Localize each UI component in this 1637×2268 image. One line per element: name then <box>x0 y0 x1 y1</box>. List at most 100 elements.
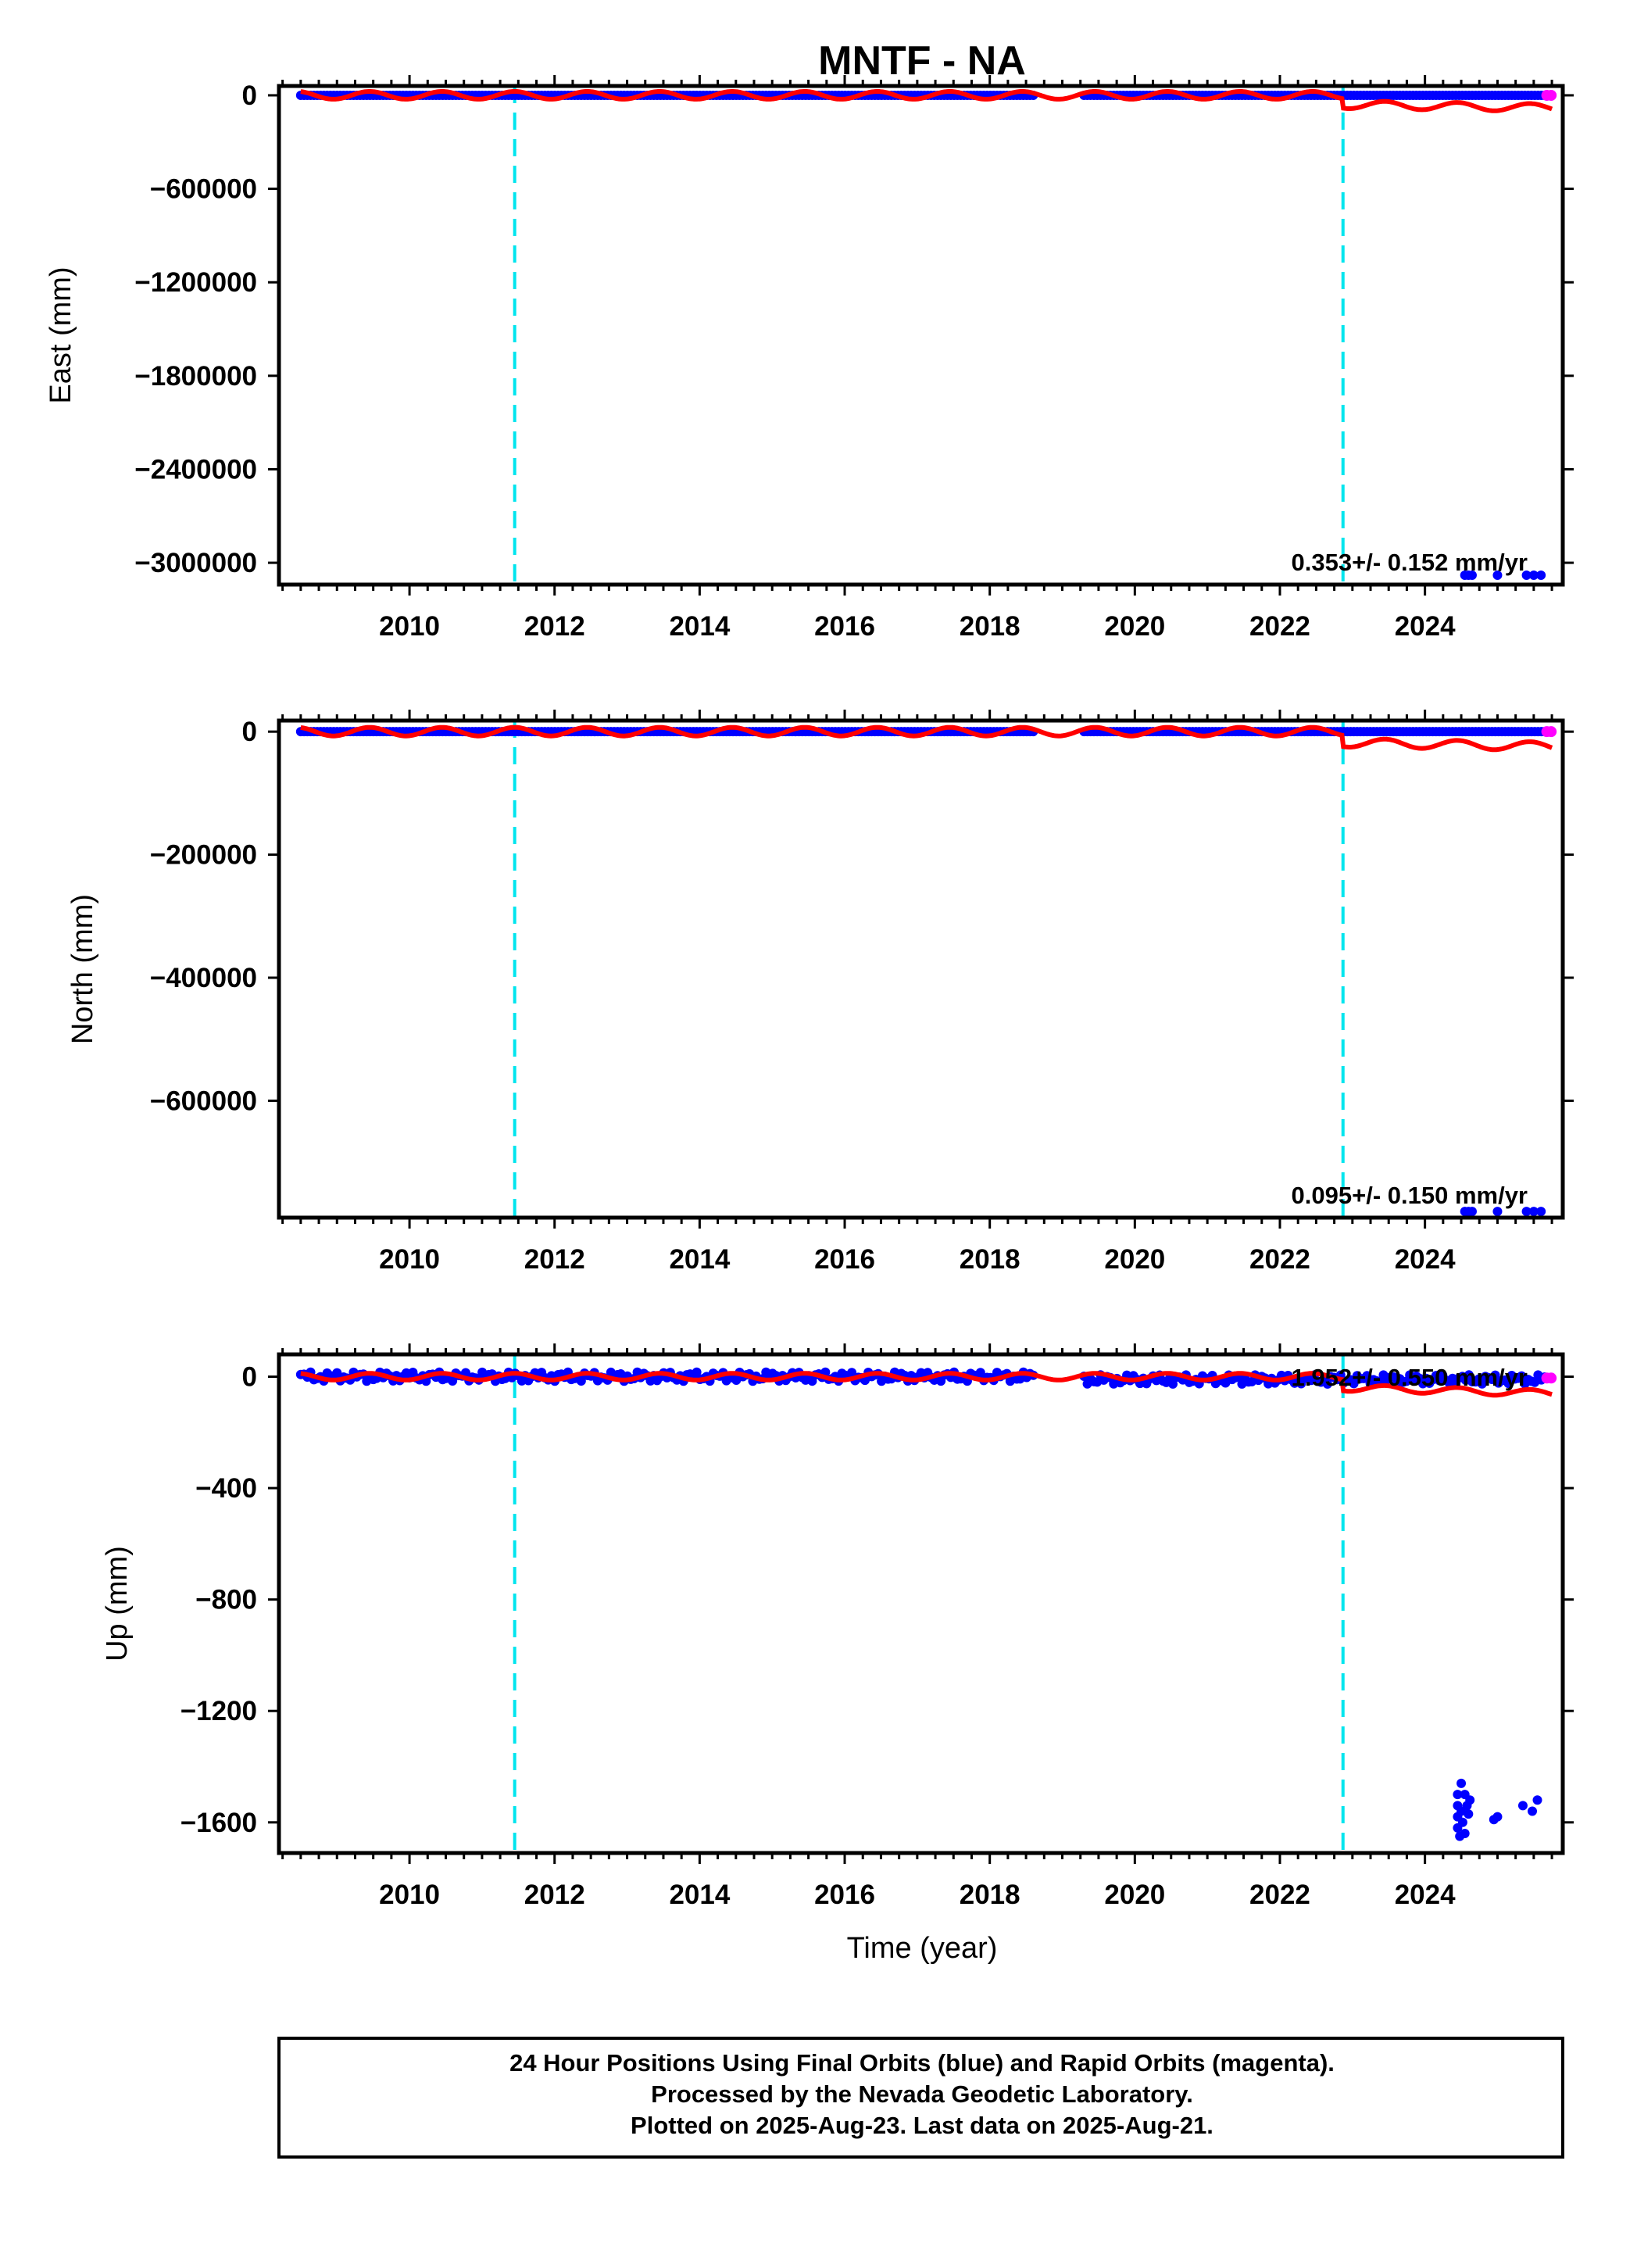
final-orbit-series <box>295 727 1549 1217</box>
velocity-rate-label: 0.095+/- 0.150 mm/yr <box>1292 1182 1528 1209</box>
velocity-rate-label: 0.353+/- 0.152 mm/yr <box>1292 549 1528 576</box>
y-tick-label: −1200000 <box>134 267 257 298</box>
x-tick-label: 2016 <box>814 1880 875 1910</box>
panels: 2010 2012 2014 2016 2018 2020 2022 2024 0 −600000… <box>45 75 1574 1910</box>
footer-line-2: Processed by the Nevada Geodetic Laborat… <box>651 2080 1193 2108</box>
x-tick-label: 2010 <box>379 1880 440 1910</box>
final-orbit-outlier-point <box>1528 1207 1539 1217</box>
rapid-orbit-point <box>1546 726 1557 738</box>
plot-frame <box>277 718 1565 1220</box>
final-orbit-outlier-point <box>1492 571 1503 581</box>
footer-line-1: 24 Hour Positions Using Final Orbits (bl… <box>509 2049 1335 2077</box>
y-tick-label: −1800000 <box>134 361 257 392</box>
final-orbit-point <box>1503 1379 1514 1389</box>
y-tick-label: 0 <box>242 80 257 111</box>
x-axis: 2010 2012 2014 2016 2018 2020 2022 2024 <box>281 75 1553 642</box>
x-axis: 2010 2012 2014 2016 2018 2020 2022 2024 <box>281 1343 1553 1910</box>
x-tick-label: 2012 <box>524 1880 585 1910</box>
y-axis-title: Up (mm) <box>101 1546 134 1662</box>
x-tick-label: 2016 <box>814 1244 875 1275</box>
final-orbit-point <box>975 1368 985 1378</box>
y-tick-label: −3000000 <box>134 548 257 578</box>
y-axis-title: North (mm) <box>66 894 99 1044</box>
x-tick-label: 2014 <box>669 1244 730 1275</box>
final-orbit-outlier-point <box>1536 1207 1546 1217</box>
x-tick-label: 2010 <box>379 1244 440 1275</box>
x-tick-label: 2020 <box>1104 1244 1165 1275</box>
x-tick-label: 2022 <box>1249 611 1310 642</box>
final-orbit-series <box>295 1367 1549 1841</box>
final-orbit-outlier-point <box>1467 1207 1477 1217</box>
final-orbit-outlier-point <box>1453 1790 1463 1800</box>
x-tick-label: 2022 <box>1249 1880 1310 1910</box>
x-tick-label: 2018 <box>960 1880 1020 1910</box>
y-axis: 0 −400 −800 −1200 −1600 <box>180 1362 1574 1838</box>
final-orbit-outlier-point <box>1465 1795 1475 1805</box>
plot-frame <box>277 1352 1565 1855</box>
x-tick-label: 2018 <box>960 611 1020 642</box>
y-tick-label: −1200 <box>180 1696 257 1726</box>
y-tick-label: 0 <box>242 717 257 747</box>
x-axis: 2010 2012 2014 2016 2018 2020 2022 2024 <box>281 710 1553 1275</box>
final-orbit-point <box>1322 1379 1332 1389</box>
y-tick-label: 0 <box>242 1362 257 1393</box>
final-orbit-outlier-point <box>1532 1795 1542 1805</box>
final-orbit-outlier-point <box>1528 571 1539 581</box>
y-tick-label: −600000 <box>150 1086 257 1116</box>
final-orbit-point <box>1490 1370 1500 1380</box>
final-orbit-outlier-point <box>1521 1207 1532 1217</box>
rapid-orbit-point <box>1546 89 1557 101</box>
model-curve <box>300 1371 1553 1398</box>
final-orbit-outlier-point <box>1536 571 1546 581</box>
final-orbit-point <box>448 1376 458 1386</box>
x-tick-label: 2020 <box>1104 1880 1165 1910</box>
final-orbit-series <box>295 90 1549 581</box>
x-tick-label: 2024 <box>1395 1880 1456 1910</box>
y-tick-label: −200000 <box>150 840 257 871</box>
plot-area <box>295 86 1557 585</box>
y-tick-label: −400 <box>195 1473 257 1504</box>
final-orbit-point <box>1349 1379 1359 1389</box>
y-tick-label: −600000 <box>150 174 257 205</box>
footer-line-3: Plotted on 2025-Aug-23. Last data on 202… <box>631 2112 1213 2139</box>
final-orbit-point <box>576 1376 586 1386</box>
final-orbit-point <box>847 1368 857 1378</box>
y-tick-label: −1600 <box>180 1808 257 1838</box>
y-axis-title: East (mm) <box>45 267 77 403</box>
velocity-rate-label: 1.952+/- 0.550 mm/yr <box>1292 1364 1528 1391</box>
x-tick-label: 2012 <box>524 611 585 642</box>
panel-up: 2010 2012 2014 2016 2018 2020 2022 2024 0 −400 −80… <box>101 1343 1574 1910</box>
x-tick-label: 2016 <box>814 611 875 642</box>
panel-east: 2010 2012 2014 2016 2018 2020 2022 2024 0 −600000… <box>45 75 1574 642</box>
model-curve <box>300 724 1553 753</box>
x-tick-label: 2010 <box>379 611 440 642</box>
final-orbit-outlier-point <box>1457 1806 1467 1816</box>
figure-title: MNTF - NA <box>818 38 1026 84</box>
x-tick-label: 2014 <box>669 1880 730 1910</box>
final-orbit-outlier-point <box>1528 1806 1538 1816</box>
x-tick-label: 2024 <box>1395 1244 1456 1275</box>
footer-box: 24 Hour Positions Using Final Orbits (bl… <box>277 2037 1564 2159</box>
x-tick-label: 2012 <box>524 1244 585 1275</box>
y-axis: 0 −200000 −400000 −600000 <box>150 717 1574 1116</box>
y-tick-label: −800 <box>195 1585 257 1615</box>
final-orbit-outlier-point <box>1460 1829 1470 1839</box>
rapid-orbit-point <box>1546 1372 1557 1384</box>
y-tick-label: −2400000 <box>134 454 257 485</box>
x-tick-label: 2022 <box>1249 1244 1310 1275</box>
plot-frame <box>277 84 1565 587</box>
plot-area <box>295 721 1557 1218</box>
plot-area <box>295 1354 1557 1853</box>
footer-border <box>277 2037 1564 2159</box>
x-tick-label: 2018 <box>960 1244 1020 1275</box>
x-axis-title: Time (year) <box>847 1932 998 1965</box>
final-orbit-outlier-point <box>1464 1809 1474 1819</box>
final-orbit-outlier-point <box>1492 1207 1503 1217</box>
y-axis: 0 −600000 −1200000 −1800000 −2400000 −3000000 <box>134 80 1574 578</box>
final-orbit-outlier-point <box>1467 571 1477 581</box>
final-orbit-outlier-point <box>1517 1801 1528 1811</box>
final-orbit-point <box>692 1367 702 1377</box>
y-tick-label: −400000 <box>150 963 257 993</box>
x-tick-label: 2020 <box>1104 611 1165 642</box>
